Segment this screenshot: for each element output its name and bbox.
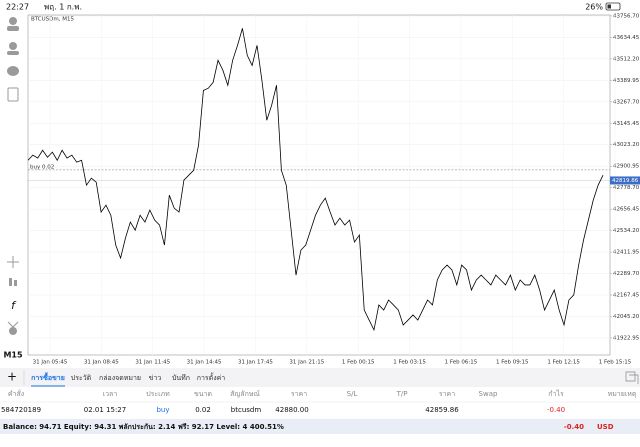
y-tick-label: 42289.70: [613, 271, 640, 277]
tab[interactable]: การซื้อขาย: [31, 371, 65, 382]
x-tick-label: 1 Feb 00:15: [342, 360, 375, 366]
tab[interactable]: ข่าว: [149, 374, 162, 382]
column-header: Swap: [479, 390, 498, 398]
column-header: สัญลักษณ์: [230, 390, 260, 398]
table-cell: 42859.86: [425, 406, 459, 414]
y-tick-label: 42778.70: [613, 185, 640, 191]
column-header: T/P: [396, 390, 408, 398]
table-cell: -0.40: [547, 406, 565, 414]
icon-people-body[interactable]: [7, 51, 19, 55]
table-cell: 584720189: [1, 406, 41, 414]
x-tick-label: 1 Feb 15:15: [599, 360, 632, 366]
table-cell: 42880.00: [275, 406, 308, 414]
table-cell: buy: [156, 406, 169, 414]
icon-people[interactable]: [9, 42, 17, 50]
y-tick-label: 42656.45: [613, 207, 640, 213]
status-battery: 26%: [585, 3, 603, 12]
trade-table: คำสั่ง เวลา ประเภท ขนาด สัญลักษณ์ ราคา S/L T/P ร…: [0, 389, 640, 414]
icon-candles-2[interactable]: [14, 280, 17, 286]
battery-icon: [605, 2, 621, 11]
column-header: คำสั่ง: [8, 389, 24, 398]
y-tick-label: 43634.45: [613, 35, 640, 41]
icon-new-chart[interactable]: [7, 87, 19, 102]
y-tick-label: 42167.45: [613, 293, 640, 299]
tab[interactable]: ประวัติ: [71, 374, 92, 382]
tabs: การซื้อขาย ประวัติ กล่องจดหมาย ข่าว บันทึก กา…: [31, 371, 226, 387]
icon-user-body[interactable]: [7, 26, 19, 31]
status-date: พฤ. 1 ก.พ.: [44, 3, 82, 12]
account-summary: Balance: 94.71 Equity: 94.31 พลักประกัน:…: [3, 423, 284, 431]
table-cell: 0.02: [195, 406, 211, 414]
icon-user[interactable]: [9, 17, 17, 25]
left-toolbar: f: [7, 17, 19, 335]
currency: USD: [597, 423, 614, 431]
price-line-series: [27, 28, 604, 332]
expand-icon[interactable]: [625, 371, 639, 384]
column-header: ขนาด: [194, 390, 212, 398]
table-cell: btcusdm: [231, 406, 262, 414]
total-profit: -0.40: [564, 423, 584, 431]
column-header: เวลา: [103, 390, 118, 398]
x-tick-label: 31 Jan 08:45: [84, 360, 119, 366]
chart-title: BTCUSDm, M15: [31, 17, 75, 23]
column-header: กำไร: [548, 389, 564, 398]
y-tick-label: 41922.95: [613, 335, 640, 341]
x-tick-label: 31 Jan 21:15: [289, 360, 324, 366]
column-header: ประเภท: [146, 390, 170, 398]
y-tick-label: 43267.70: [613, 99, 640, 105]
icon-candles[interactable]: [9, 278, 12, 286]
tab[interactable]: การตั้งค่า: [197, 371, 226, 382]
icon-crosshair[interactable]: [7, 256, 19, 268]
y-tick-label: 43023.20: [613, 142, 640, 148]
icon-objects[interactable]: [7, 321, 19, 328]
x-tick-label: 1 Feb 03:15: [393, 360, 426, 366]
y-tick-label: 43389.95: [613, 78, 640, 84]
x-tick-label: 1 Feb 12:15: [547, 360, 580, 366]
tab[interactable]: บันทึก: [172, 373, 190, 382]
column-header: หมายเหตุ: [608, 390, 637, 398]
x-tick-label: 1 Feb 06:15: [445, 360, 478, 366]
y-tick-label: 43145.45: [613, 121, 640, 127]
y-tick-label: 42534.20: [613, 228, 640, 234]
y-tick-label: 42900.95: [613, 164, 640, 170]
column-header: ราคา: [439, 390, 455, 398]
battery-level: [607, 4, 611, 9]
status-time: 22:27: [6, 3, 29, 12]
x-tick-label: 31 Jan 14:45: [187, 360, 222, 366]
tab[interactable]: กล่องจดหมาย: [99, 374, 141, 382]
column-header: ราคา: [291, 390, 307, 398]
x-tick-label: 31 Jan 05:45: [33, 360, 68, 366]
tab-bar: [0, 368, 640, 387]
icon-signals[interactable]: [9, 327, 17, 335]
chart-layer: 43756.70 43634.45 43512.20 43389.95 43267.70…: [27, 13, 640, 366]
footer-bar: [0, 419, 640, 434]
icon-chat[interactable]: [7, 66, 19, 76]
x-tick-label: 31 Jan 17:45: [238, 360, 273, 366]
x-tick-label: 31 Jan 11:45: [135, 360, 170, 366]
table-cell: 02.01 15:27: [84, 406, 126, 414]
y-tick-label: 43756.70: [613, 13, 640, 19]
chart-frame: [27, 14, 611, 356]
x-tick-label: 1 Feb 09:15: [496, 360, 529, 366]
y-tick-label: 43512.20: [613, 56, 640, 62]
y-tick-label: 42411.95: [613, 250, 640, 256]
current-price-label: 42819.86: [612, 178, 639, 184]
column-header: S/L: [347, 390, 358, 398]
icon-indicator[interactable]: f: [11, 299, 17, 312]
y-tick-label: 42045.20: [613, 314, 640, 320]
timeframe-button[interactable]: M15: [3, 351, 23, 360]
order-line-label: buy 0.02: [30, 164, 54, 170]
add-button[interactable]: +: [7, 370, 17, 384]
price-tag: [610, 176, 640, 185]
